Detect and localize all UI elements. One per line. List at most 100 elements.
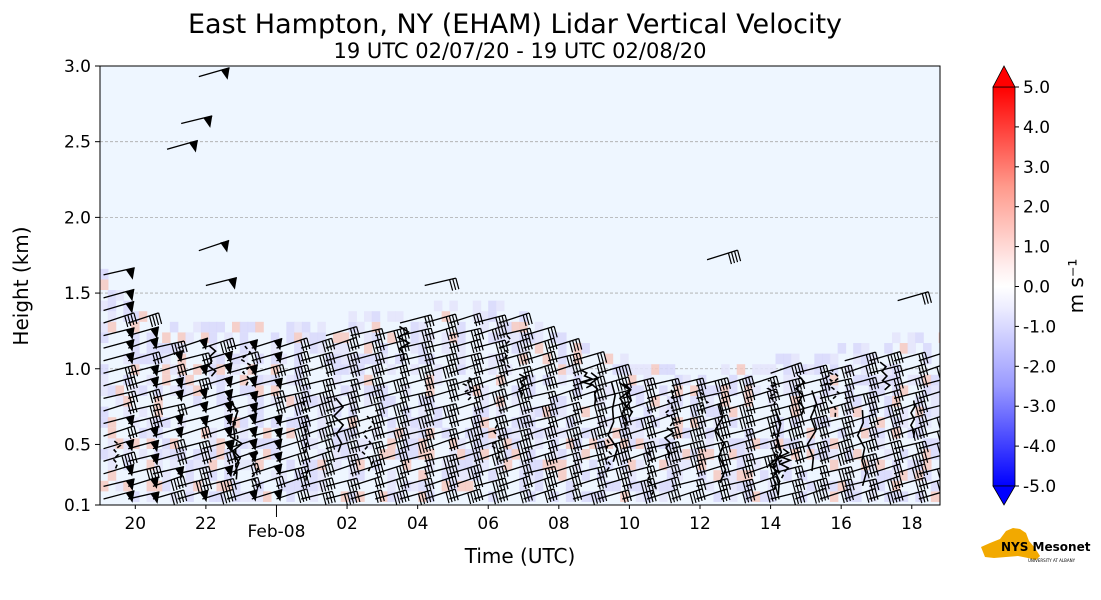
barb-feather [399,491,404,503]
barb-feather [399,341,404,353]
velocity-cell [923,343,932,354]
barb-feather [327,426,332,438]
velocity-cell [364,385,373,397]
barb-feather [522,440,527,452]
velocity-cell [682,459,691,471]
velocity-cell [736,448,746,460]
velocity-cell [441,332,451,344]
barb-staff [375,364,407,374]
barb-staff [844,413,876,425]
barb-feather [500,439,506,451]
barb-feather [843,490,848,503]
barb-staff [300,437,332,450]
colorbar-extend-max [992,65,1016,88]
barb-feather [822,402,827,415]
barb-feather [470,429,475,441]
barb-staff [399,464,432,475]
barb-feather [554,416,559,428]
barb-staff [276,450,308,462]
barb-feather [497,491,503,503]
velocity-cell [286,374,295,386]
velocity-cell [162,417,171,428]
barb-feather [893,477,898,490]
barb-feather [797,452,802,464]
barb-feather [717,393,722,405]
barb-feather [476,465,481,477]
barb-staff [548,401,580,412]
barb-feather [571,365,577,377]
velocity-cell [301,385,311,397]
velocity-cell [620,438,629,449]
barb-feather [667,492,672,504]
barb-feather [522,477,527,490]
barb-feather [455,454,460,466]
velocity-cell [131,385,140,397]
barb-feather [520,430,525,442]
barb-feather [467,468,472,480]
barb-feather [924,477,929,489]
barb-feather [738,379,744,392]
barb-feather [327,401,333,414]
velocity-cell [146,491,156,502]
barb-feather [503,325,509,337]
barb-feather [950,428,953,439]
velocity-cell [146,480,156,492]
barb-feather [232,337,237,350]
barb-feather [272,366,277,379]
velocity-cell [581,448,590,460]
barb-feather [324,465,329,477]
barb-feather [182,363,188,376]
barb-staff [918,365,940,374]
barb-feather [297,454,302,466]
barb-feather [473,490,478,503]
velocity-cell [752,385,761,397]
barb-feather [501,365,506,377]
barb-feather [640,481,645,493]
barb-feather [473,440,478,452]
velocity-cell [581,406,590,418]
velocity-cell [441,427,451,439]
barb-feather [303,365,308,377]
barb-staff [350,363,382,374]
barb-feather [371,456,377,468]
barb-feather [297,403,302,415]
barb-feather [281,401,286,413]
barb-staff [548,352,580,362]
barb-feather [198,442,203,455]
barb-staff [869,488,901,500]
barb-staff [523,415,555,425]
barb-feather [504,388,509,400]
barb-feather [846,489,851,502]
barb-feather [133,451,138,464]
barb-feather [476,452,481,464]
barb-feather [766,417,771,429]
barb-staff [745,453,778,462]
barb-staff [473,438,505,450]
velocity-cell [860,353,870,365]
velocity-cell [604,438,614,449]
barb-feather [353,441,358,453]
x-tick-label: 16 [830,514,852,534]
velocity-cell [270,332,280,344]
barb-feather [544,454,549,466]
barb-feather [890,478,895,491]
velocity-cell [348,353,357,365]
barb-staff [572,351,604,362]
barb-feather [621,452,626,465]
velocity-cell [604,353,614,365]
barb-feather [862,456,867,468]
barb-feather [331,477,336,489]
velocity-cell [798,470,808,481]
barb-feather [944,455,947,466]
velocity-cell [239,427,249,439]
barb-flag [248,364,258,377]
velocity-cell [185,385,194,397]
velocity-cell [628,480,637,492]
velocity-cell [286,321,295,333]
velocity-cell [822,480,831,492]
barb-feather [825,465,830,477]
velocity-cell [682,448,691,460]
velocity-cell [511,321,520,333]
barb-feather [813,405,818,417]
